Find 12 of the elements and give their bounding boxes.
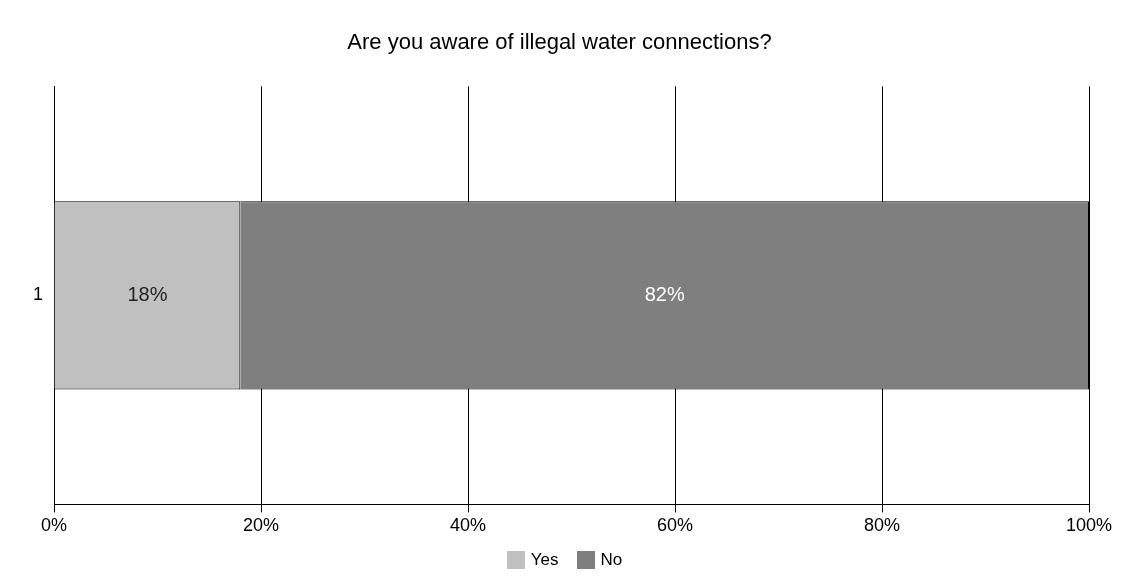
y-tick-label: 1 [33,284,44,305]
legend-label: Yes [530,550,559,570]
chart-title: Are you aware of illegal water connections? [347,29,772,55]
x-tick-label: 20% [242,515,280,536]
x-tick-label: 80% [863,515,901,536]
x-tick-label: 40% [449,515,487,536]
x-tick-label: 100% [1065,515,1113,536]
x-tick-label: 60% [656,515,694,536]
data-label: 18% [127,282,168,305]
legend-label: No [600,550,623,570]
data-label: 82% [644,282,685,305]
x-tick-label: 0% [41,515,68,536]
